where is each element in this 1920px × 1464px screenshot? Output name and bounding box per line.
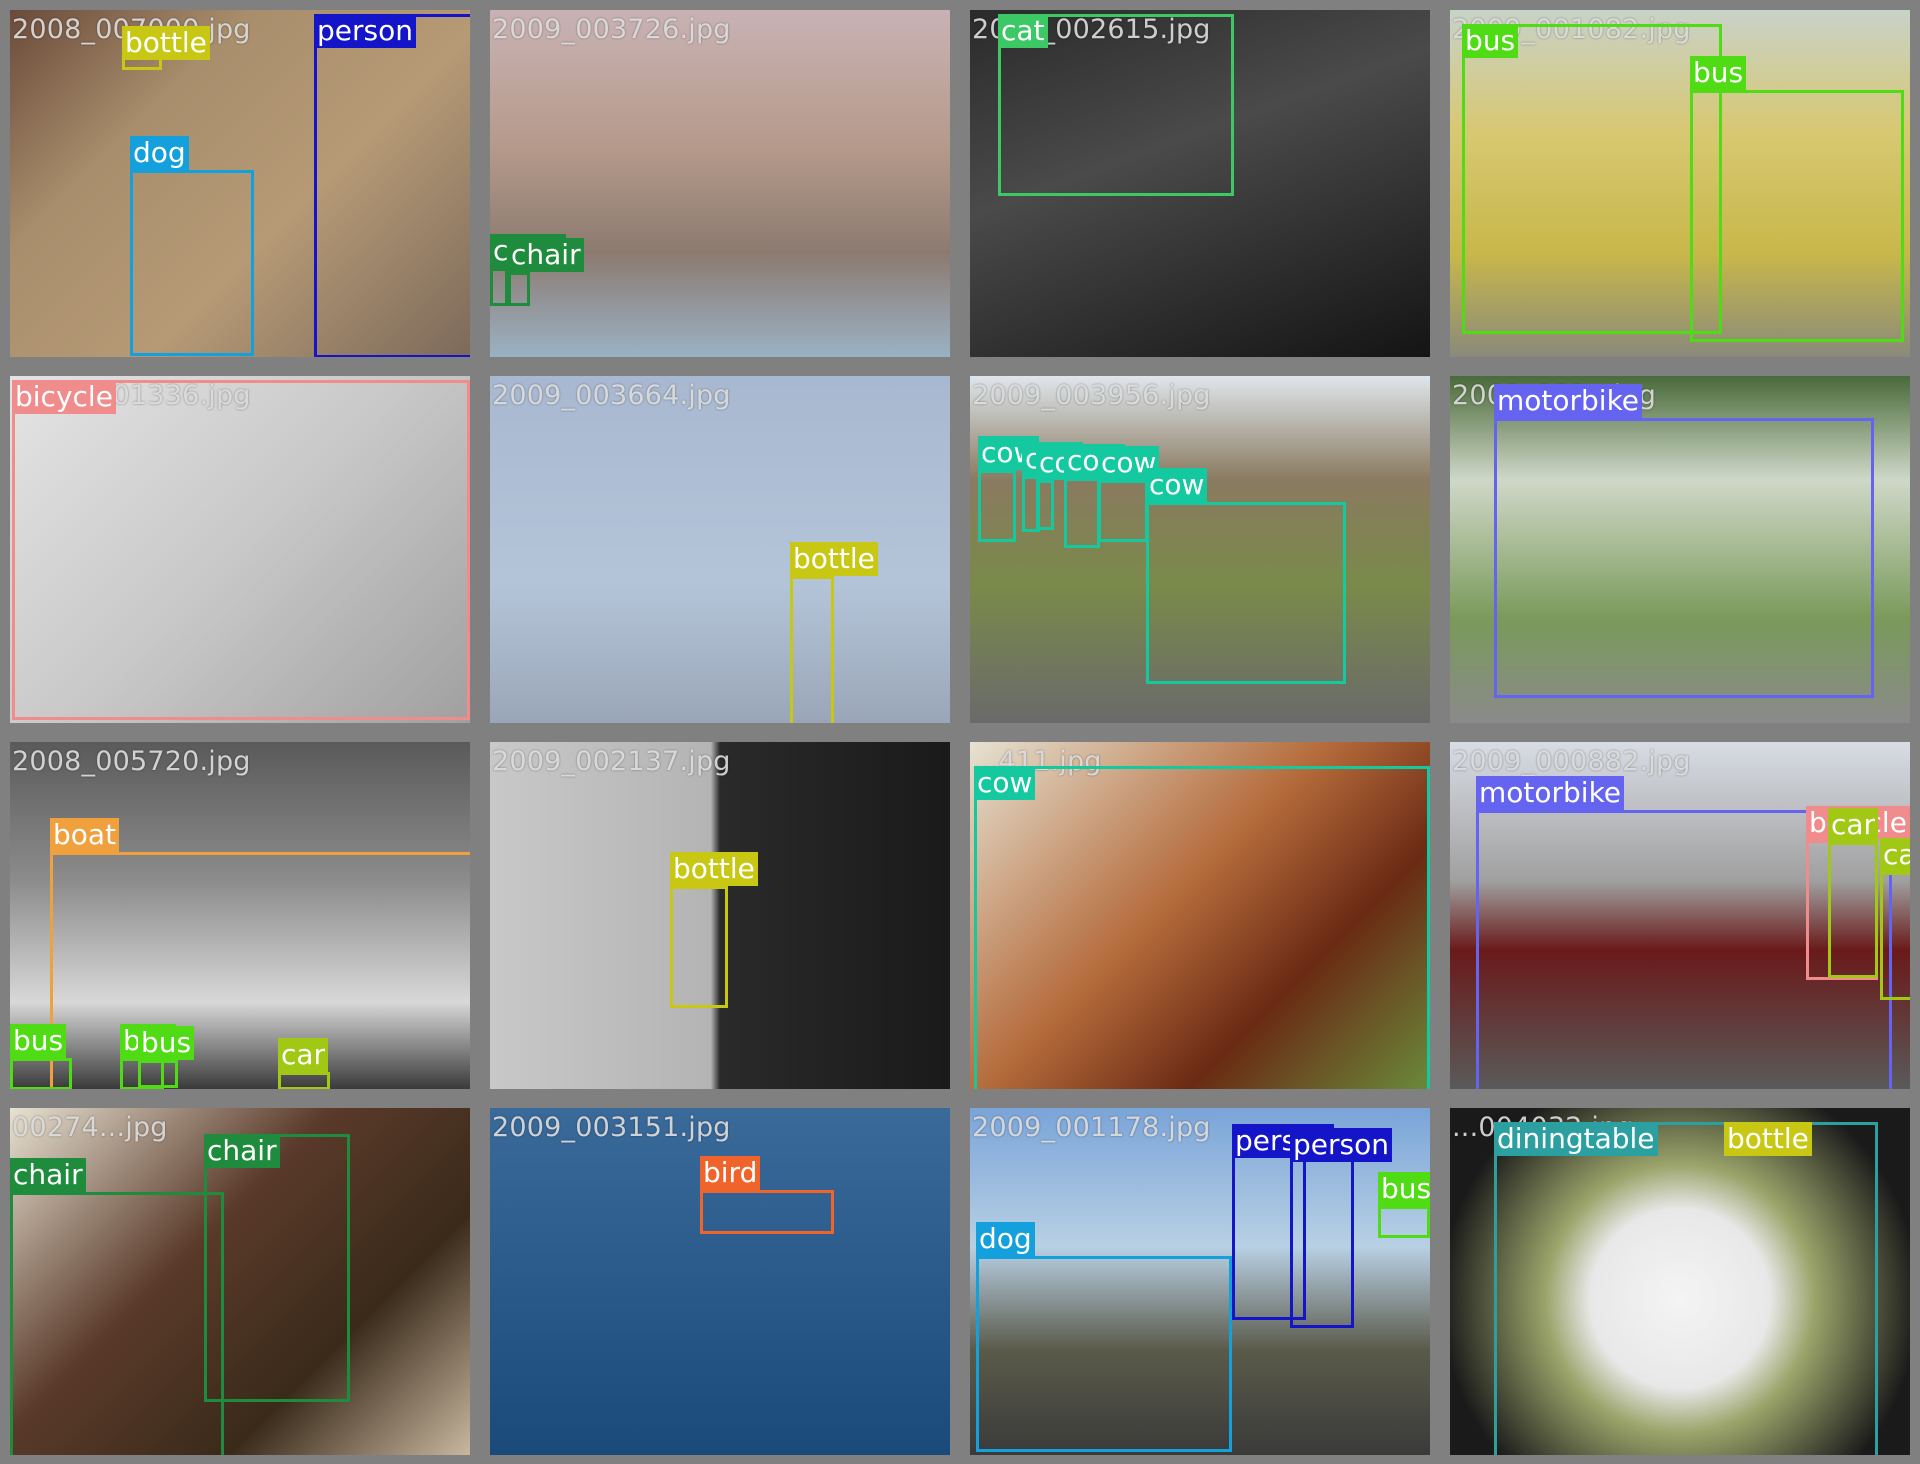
file-name: 2009_003664.jpg [492, 380, 731, 411]
bounding-box [1462, 24, 1722, 334]
bounding-box [138, 1060, 178, 1088]
bounding-box [790, 576, 834, 723]
bounding-box [998, 14, 1234, 196]
box-label: boat [50, 818, 120, 852]
box-label: chair [10, 1158, 86, 1192]
image-tile: ...004032.jpgdiningtablebottle [1450, 1108, 1910, 1455]
bounding-box [1064, 478, 1100, 548]
bounding-box [1828, 842, 1878, 978]
box-label: car [1880, 838, 1910, 872]
box-label: chair [204, 1134, 280, 1168]
box-label: person [314, 14, 416, 48]
image-tile: 2009_000882.jpgmotorbikebicyclecarcar [1450, 742, 1910, 1089]
file-name: 2009_002137.jpg [492, 746, 731, 777]
box-label: motorbike [1476, 776, 1625, 810]
bounding-box [12, 380, 470, 720]
bounding-box [1378, 1206, 1430, 1238]
file-name: 2009_000882.jpg [1452, 746, 1691, 777]
file-name: 2009_003956.jpg [972, 380, 1211, 411]
file-name: 00274...jpg [12, 1112, 168, 1143]
image-tile: 00274...jpg chair chair [10, 1108, 470, 1455]
box-label: bus [1462, 24, 1519, 58]
file-name: 2009_003726.jpg [492, 14, 731, 45]
bounding-box [314, 14, 470, 357]
file-name: 2008_005720.jpg [12, 746, 251, 777]
image-tile: 2009_002615.jpg cat [970, 10, 1430, 357]
bounding-box [974, 766, 1430, 1089]
bounding-box [1476, 810, 1892, 1089]
bounding-box [278, 1072, 330, 1089]
box-label: bus [138, 1026, 195, 1060]
box-label: bottle [670, 852, 758, 886]
bounding-box [1494, 418, 1874, 698]
bounding-box [978, 470, 1016, 542]
bounding-box [700, 1190, 834, 1234]
image-tile: 2009_001178.jpg person person bus dog [970, 1108, 1430, 1455]
bounding-box [10, 1058, 72, 1089]
box-label: diningtable [1494, 1122, 1658, 1156]
bounding-box [490, 268, 508, 306]
box-label: cow [974, 766, 1036, 800]
box-label: motorbike [1494, 384, 1643, 418]
image-tile: 2008_005720.jpgboatbusbusbuscar [10, 742, 470, 1089]
image-tile: 2009_003956.jpgcowcowcowcowcowcow [970, 376, 1430, 723]
image-tile: 2009_001082.jpg bus bus [1450, 10, 1910, 357]
image-tile: 2008_001336.jpg bicycle [10, 376, 470, 723]
box-label: bicycle [12, 380, 116, 414]
bounding-box [10, 1192, 224, 1455]
bounding-box [508, 272, 530, 306]
box-label: bottle [122, 26, 210, 60]
bounding-box [1036, 480, 1054, 530]
bounding-box [1494, 1122, 1878, 1455]
box-label: dog [976, 1222, 1035, 1256]
bounding-box [50, 852, 470, 1089]
bounding-box [130, 170, 254, 356]
image-tile: 2008_007000.jpgbottlepersondog [10, 10, 470, 357]
box-label: dog [130, 136, 189, 170]
bounding-box [1880, 872, 1910, 1000]
box-label: bus [10, 1024, 67, 1058]
box-label: person [1290, 1128, 1392, 1162]
box-label: cow [1146, 468, 1208, 502]
box-label: bus [1690, 56, 1747, 90]
bounding-box [976, 1256, 1232, 1452]
file-name: 2009_003151.jpg [492, 1112, 731, 1143]
box-label: bottle [790, 542, 878, 576]
box-label: bird [700, 1156, 761, 1190]
box-label: car [1828, 808, 1879, 842]
box-label: car [278, 1038, 329, 1072]
bounding-box [1098, 480, 1148, 542]
box-label: chair [508, 238, 584, 272]
bounding-box [1146, 502, 1346, 684]
bounding-box [1690, 90, 1904, 342]
box-label: bottle [1724, 1122, 1812, 1156]
box-label: bus [1378, 1172, 1430, 1206]
box-label: cat [998, 14, 1048, 48]
image-tile: ...411.jpg cow [970, 742, 1430, 1089]
bounding-box [204, 1134, 350, 1402]
bounding-box [670, 886, 728, 1008]
file-name: 2009_001178.jpg [972, 1112, 1211, 1143]
